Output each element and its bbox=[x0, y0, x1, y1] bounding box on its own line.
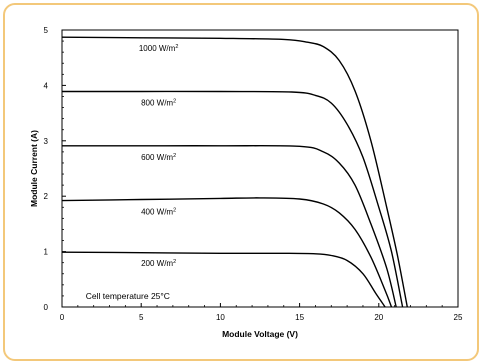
x-tick-label: 15 bbox=[295, 313, 304, 322]
y-tick-label: 1 bbox=[44, 248, 49, 257]
irradiance-label: 800 W/m2 bbox=[141, 98, 176, 107]
plot-area bbox=[61, 29, 459, 308]
y-tick-label: 0 bbox=[44, 303, 49, 312]
irradiance-label: 1000 W/m2 bbox=[139, 44, 179, 53]
temperature-annotation: Cell temperature 25°C bbox=[86, 291, 170, 301]
y-tick-label: 4 bbox=[44, 81, 49, 90]
y-tick-label: 3 bbox=[44, 137, 49, 146]
iv-curve bbox=[61, 197, 393, 308]
chart-frame bbox=[3, 3, 479, 361]
x-axis-title: Module Voltage (V) bbox=[222, 329, 298, 339]
iv-curve bbox=[61, 36, 408, 308]
y-tick-label: 5 bbox=[44, 26, 49, 35]
iv-curve bbox=[62, 90, 404, 308]
series-labels: 1000 W/m2 800 W/m2 600 W/m2 400 W/m2 200 W/m… bbox=[139, 44, 179, 268]
x-tick-label: 5 bbox=[139, 313, 144, 322]
y-axis: 0 1 2 3 4 5 bbox=[44, 26, 66, 312]
irradiance-label: 200 W/m2 bbox=[141, 259, 176, 268]
iv-curve bbox=[61, 145, 397, 308]
x-tick-label: 20 bbox=[374, 313, 383, 322]
x-tick-label: 25 bbox=[454, 313, 463, 322]
y-axis-title: Module Current (A) bbox=[29, 130, 39, 207]
irradiance-label: 600 W/m2 bbox=[141, 153, 176, 162]
irradiance-label: 400 W/m2 bbox=[141, 208, 176, 217]
iv-curve bbox=[61, 251, 386, 308]
x-axis: 0 5 10 15 20 25 bbox=[60, 303, 463, 322]
x-tick-label: 0 bbox=[60, 313, 65, 322]
x-tick-label: 10 bbox=[216, 313, 225, 322]
y-tick-label: 2 bbox=[44, 192, 49, 201]
series-group bbox=[61, 36, 408, 308]
